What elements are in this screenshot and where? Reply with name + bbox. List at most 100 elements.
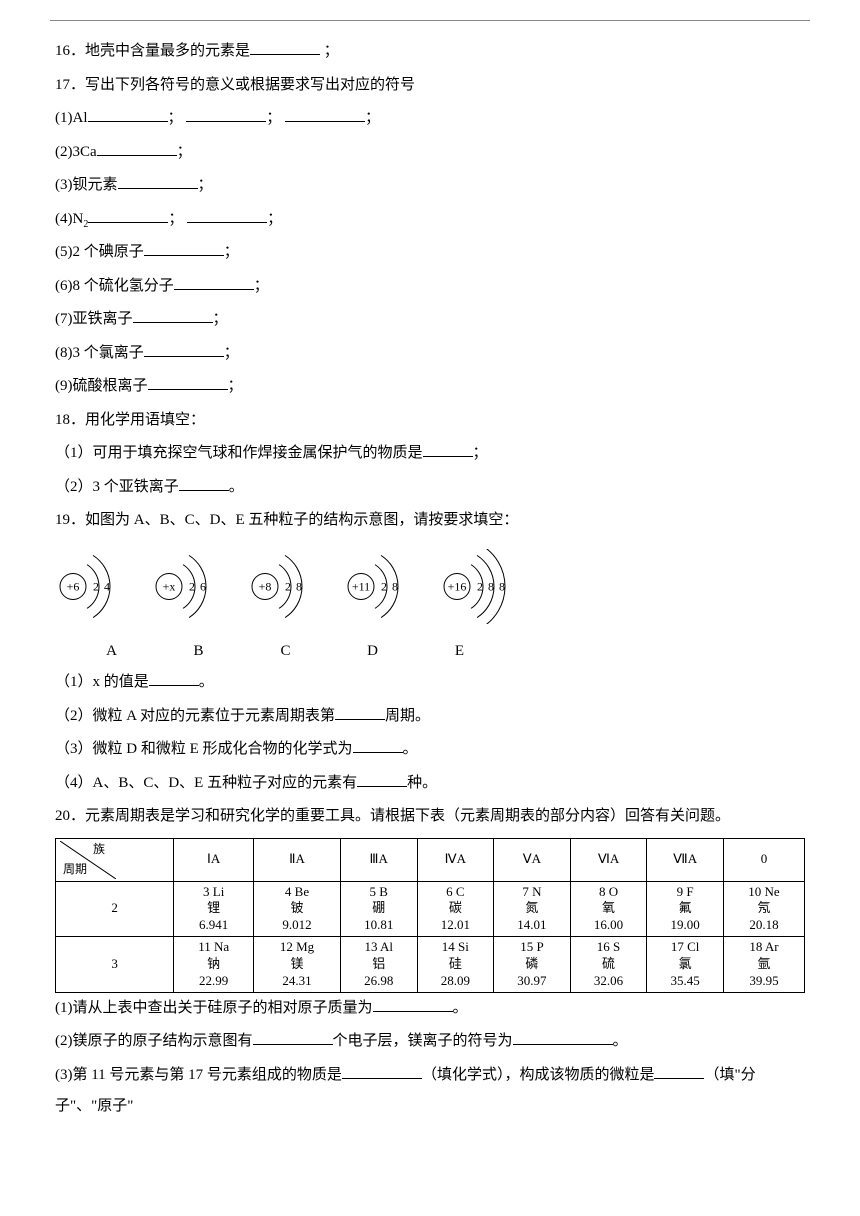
sep: ；: [213, 311, 228, 327]
element-cell: 8 O氧16.00: [570, 881, 647, 937]
element-cell: 16 S硫32.06: [570, 937, 647, 993]
question-19: 19．如图为 A、B、C、D、E 五种粒子的结构示意图，请按要求填空：: [55, 505, 805, 537]
q17-item: (4)N2； ；: [55, 204, 805, 236]
atom-diagram: +x26: [151, 549, 233, 624]
blank: [149, 668, 199, 686]
blank: [133, 305, 213, 323]
svg-text:+x: +x: [163, 579, 176, 593]
q20-s1end: 。: [453, 1000, 468, 1016]
element-cell: 6 C碳12.01: [417, 881, 494, 937]
q17-item: (1)Al； ； ；: [55, 103, 805, 135]
blank: [253, 1027, 333, 1045]
sep: ；: [177, 144, 192, 160]
q16-text: 地壳中含量最多的元素是: [85, 43, 250, 59]
q19-sub3: （3）微粒 D 和微粒 E 形成化合物的化学式为 。: [55, 734, 805, 766]
atom-diagram: +624: [55, 549, 137, 624]
q18-s2end: 。: [229, 479, 244, 495]
q20-s2end: 。: [613, 1033, 628, 1049]
q18-sub1: （1）可用于填充探空气球和作焊接金属保护气的物质是；: [55, 438, 805, 470]
q20-sub1: (1)请从上表中查出关于硅原子的相对原子质量为 。: [55, 993, 805, 1025]
sep: ；: [198, 177, 213, 193]
sep: ；: [365, 110, 380, 126]
atom-label: D: [336, 636, 409, 668]
group-header: ⅦA: [647, 838, 724, 881]
blank: [373, 994, 453, 1012]
q17-item: (8)3 个氯离子 ；: [55, 338, 805, 370]
page-top-rule: [50, 20, 810, 21]
element-cell: 18 Ar氩39.95: [723, 937, 804, 993]
element-cell: 9 F氟19.00: [647, 881, 724, 937]
q17-item: (6)8 个硫化氢分子 ；: [55, 271, 805, 303]
element-cell: 4 Be铍9.012: [254, 881, 341, 937]
atom-label: E: [423, 636, 496, 668]
element-cell: 13 Al铝26.98: [340, 937, 417, 993]
q17-label: (6)8 个硫化氢分子: [55, 278, 174, 294]
element-cell: 7 N氮14.01: [494, 881, 571, 937]
sep: ；: [254, 278, 269, 294]
q20-s3b: （填化学式），构成该物质的微粒是: [422, 1067, 655, 1083]
sep: ；: [228, 378, 243, 394]
svg-text:8: 8: [296, 579, 302, 593]
svg-text:2: 2: [381, 579, 387, 593]
blank: [353, 735, 403, 753]
q16-num: 16．: [55, 43, 85, 59]
q19-s3end: 。: [403, 741, 418, 757]
q19-s3: （3）微粒 D 和微粒 E 形成化合物的化学式为: [55, 741, 353, 757]
question-20: 20．元素周期表是学习和研究化学的重要工具。请根据下表（元素周期表的部分内容）回…: [55, 801, 805, 833]
q17-label: (8)3 个氯离子: [55, 345, 144, 361]
group-header: ⅤA: [494, 838, 571, 881]
q20-text: 元素周期表是学习和研究化学的重要工具。请根据下表（元素周期表的部分内容）回答有关…: [85, 808, 730, 824]
blank: [186, 104, 266, 122]
period-cell: 3: [56, 937, 174, 993]
element-cell: 5 B硼10.81: [340, 881, 417, 937]
q19-text: 如图为 A、B、C、D、E 五种粒子的结构示意图，请按要求填空：: [85, 512, 518, 528]
q17-label: (3)钡元素: [55, 177, 118, 193]
atom-label: B: [162, 636, 235, 668]
q20-sub2: (2)镁原子的原子结构示意图有个电子层，镁离子的符号为。: [55, 1026, 805, 1058]
blank: [654, 1061, 704, 1079]
group-header: ⅥA: [570, 838, 647, 881]
element-cell: 3 Li锂6.941: [174, 881, 254, 937]
element-cell: 12 Mg镁24.31: [254, 937, 341, 993]
blank: [174, 272, 254, 290]
atom-label: C: [249, 636, 322, 668]
q17-item: (9)硫酸根离子；: [55, 371, 805, 403]
q20-s1: (1)请从上表中查出关于硅原子的相对原子质量为: [55, 1000, 373, 1016]
periodic-table: 族周期ⅠAⅡAⅢAⅣAⅤAⅥAⅦA023 Li锂6.9414 Be铍9.0125…: [55, 838, 805, 993]
q19-sub2: （2）微粒 A 对应的元素位于元素周期表第周期。: [55, 701, 805, 733]
q17-item: (2)3Ca ；: [55, 137, 805, 169]
svg-text:6: 6: [200, 579, 206, 593]
sep: ；: [266, 110, 285, 126]
q18-sub2: （2）3 个亚铁离子。: [55, 472, 805, 504]
group-header: ⅠA: [174, 838, 254, 881]
sep: ；: [224, 244, 239, 260]
blank: [88, 104, 168, 122]
q19-s4: （4）A、B、C、D、E 五种粒子对应的元素有: [55, 775, 357, 791]
sep: ；: [224, 345, 239, 361]
svg-text:2: 2: [285, 579, 291, 593]
sep: ；: [267, 211, 282, 227]
q17-label: (7)亚铁离子: [55, 311, 133, 327]
svg-text:8: 8: [499, 579, 505, 593]
q17-item: (7)亚铁离子 ；: [55, 304, 805, 336]
atom-labels-row: ABCDE: [55, 636, 805, 668]
q18-s1end: ；: [473, 445, 488, 461]
blank: [144, 238, 224, 256]
q19-s1: （1）x 的值是: [55, 674, 149, 690]
blank: [513, 1027, 613, 1045]
q17-label: (2)3Ca: [55, 144, 97, 160]
svg-text:+11: +11: [352, 579, 370, 593]
q19-s1end: 。: [199, 674, 214, 690]
element-cell: 15 P磷30.97: [494, 937, 571, 993]
blank: [357, 769, 407, 787]
blank: [179, 473, 229, 491]
blank: [148, 372, 228, 390]
q17-num: 17．: [55, 77, 85, 93]
q17-text: 写出下列各符号的意义或根据要求写出对应的符号: [85, 77, 415, 93]
blank: [250, 37, 320, 55]
blank: [118, 171, 198, 189]
blank: [285, 104, 365, 122]
q20-s2b: 个电子层，镁离子的符号为: [333, 1033, 513, 1049]
q17-item: (5)2 个碘原子；: [55, 237, 805, 269]
group-header: 0: [723, 838, 804, 881]
